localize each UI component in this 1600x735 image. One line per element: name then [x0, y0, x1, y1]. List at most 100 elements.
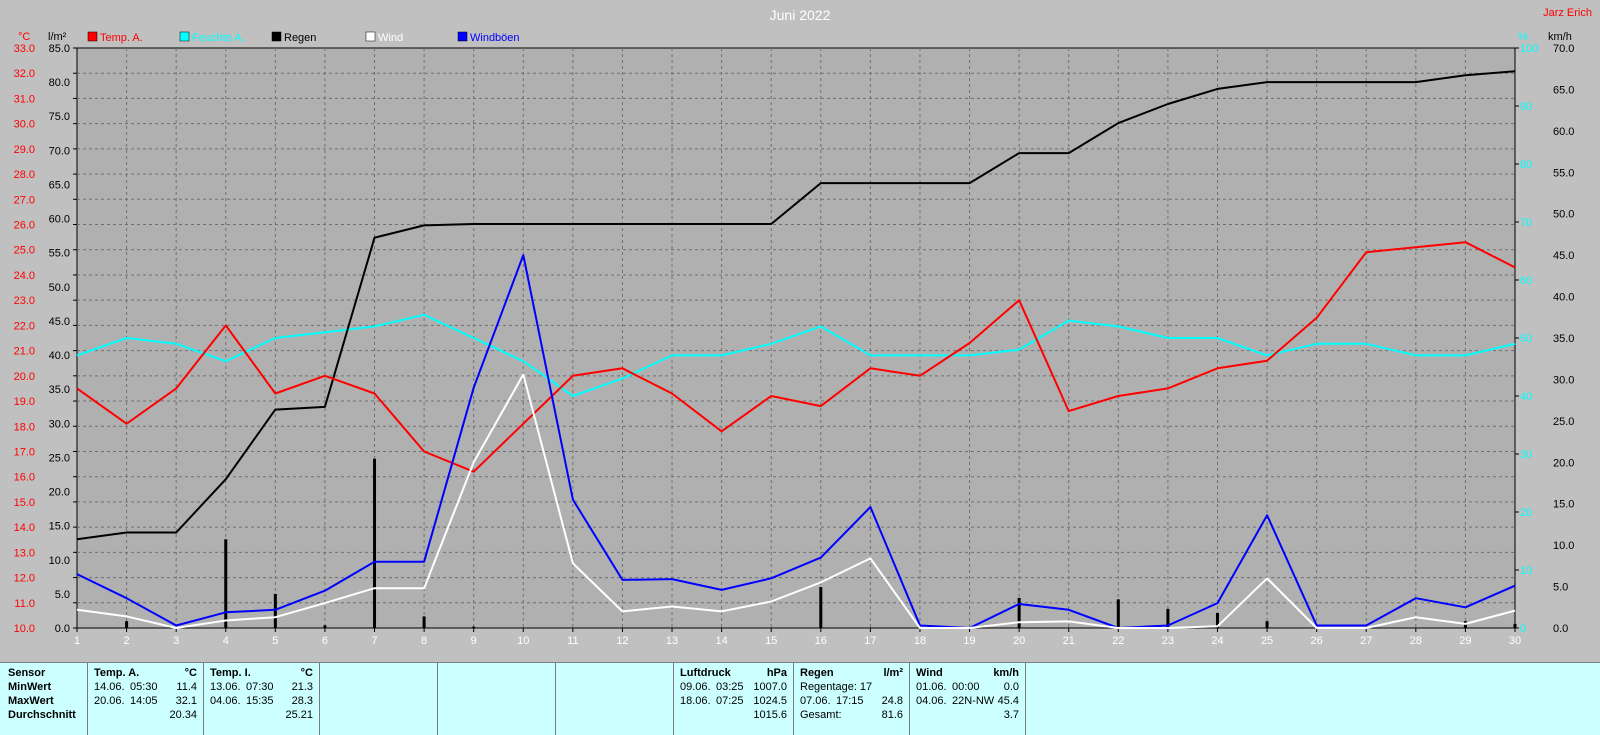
- empty-column-3: [556, 663, 674, 735]
- rain-unit-label: l/m²: [48, 31, 67, 43]
- temp-a-max-date: 20.06.: [94, 695, 125, 707]
- wind-tick-label: 10.0: [1553, 540, 1574, 552]
- temp-i-max-value: 28.3: [291, 695, 313, 707]
- rain-tick-label: 85.0: [49, 43, 70, 55]
- x-tick-label: 29: [1459, 635, 1471, 647]
- luftdruck-unit: hPa: [766, 667, 787, 679]
- wind-tick-label: 55.0: [1553, 167, 1574, 179]
- regen-column: Regen l/m² Regentage: 17 07.06. 17:15 24…: [794, 663, 910, 735]
- author-label: Jarz Erich: [1543, 7, 1592, 19]
- rain-tick-label: 20.0: [49, 487, 70, 499]
- series-line: [76, 373, 1516, 629]
- hum-tick-label: 90: [1520, 101, 1532, 113]
- weather-chart: 1 2 3 4 5 6 7 8 9 10 11 12 13 14 15 16 17 18 19 20 21 22 23 24 2…: [13, 7, 1592, 647]
- temp-tick-label: 19.0: [14, 396, 35, 408]
- rain-bar: [1513, 623, 1517, 628]
- temp-tick-label: 31.0: [14, 93, 35, 105]
- temp-tick-label: 12.0: [14, 573, 35, 585]
- temp-i-header: Temp. I.: [210, 667, 251, 679]
- wind-tick-label: 50.0: [1553, 209, 1574, 221]
- rain-tick-label: 25.0: [49, 452, 70, 464]
- temp-a-min-date: 14.06.: [94, 681, 125, 693]
- x-tick-label: 21: [1063, 635, 1075, 647]
- wind-tick-label: 30.0: [1553, 374, 1574, 386]
- rain-tick-label: 55.0: [49, 248, 70, 260]
- rain-tick-label: 35.0: [49, 384, 70, 396]
- legend-swatch: [179, 31, 190, 42]
- x-tick-label: 25: [1261, 635, 1273, 647]
- rain-bar: [472, 626, 476, 628]
- rain-bar: [125, 621, 129, 628]
- temp-i-max-date: 04.06.: [210, 695, 241, 707]
- rain-tick-label: 10.0: [49, 555, 70, 567]
- x-tick-label: 3: [173, 635, 179, 647]
- rain-bar: [1265, 621, 1269, 628]
- x-tick-label: 7: [371, 635, 377, 647]
- temp-tick-label: 25.0: [14, 245, 35, 257]
- luftdruck-max-date: 18.06.: [680, 695, 711, 707]
- regen-max-time: 17:15: [836, 695, 864, 707]
- wind-avg: 3.7: [1003, 709, 1019, 721]
- empty-column-2: [438, 663, 556, 735]
- temp-a-min-time: 05:30: [130, 681, 158, 693]
- rain-tick-label: 60.0: [49, 214, 70, 226]
- sensor-header: Sensor: [8, 667, 46, 679]
- x-tick-label: 10: [517, 635, 529, 647]
- x-tick-label: 27: [1360, 635, 1372, 647]
- temp-tick-label: 13.0: [14, 547, 35, 559]
- temp-tick-label: 30.0: [14, 119, 35, 131]
- rain-tick-label: 45.0: [49, 316, 70, 328]
- temp-tick-label: 14.0: [14, 522, 35, 534]
- rain-tick-label: 50.0: [49, 282, 70, 294]
- hum-tick-label: 80: [1520, 159, 1532, 171]
- wind-tick-label: 5.0: [1553, 582, 1568, 594]
- hum-tick-label: 30: [1520, 449, 1532, 461]
- luftdruck-min-date: 09.06.: [680, 681, 711, 693]
- x-tick-label: 17: [864, 635, 876, 647]
- regen-header: Regen: [800, 667, 834, 679]
- temp-tick-label: 21.0: [14, 346, 35, 358]
- luftdruck-max-time: 07:25: [716, 695, 744, 707]
- legend-label: Regen: [284, 32, 316, 44]
- wind-min-date: 01.06.: [916, 681, 947, 693]
- wind-unit-label: km/h: [1548, 31, 1572, 43]
- x-tick-label: 11: [567, 635, 578, 647]
- wind-tick-label: 15.0: [1553, 499, 1574, 511]
- rain-bar: [1166, 608, 1170, 628]
- legend-label: Windböen: [470, 32, 520, 44]
- temp-tick-label: 26.0: [14, 220, 35, 232]
- rain-bar: [224, 539, 228, 628]
- temp-a-avg: 20.34: [169, 709, 197, 721]
- x-tick-label: 15: [765, 635, 777, 647]
- luftdruck-avg: 1015.6: [753, 709, 787, 721]
- x-tick-label: 2: [124, 635, 130, 647]
- regen-days: Regentage: 17: [800, 681, 873, 693]
- wind-tick-label: 20.0: [1553, 457, 1574, 469]
- rain-tick-label: 80.0: [49, 77, 70, 89]
- temp-a-unit: °C: [184, 667, 197, 679]
- hum-tick-label: 70: [1520, 217, 1532, 229]
- temp-tick-label: 17.0: [14, 446, 35, 458]
- temp-tick-label: 33.0: [14, 43, 35, 55]
- sensor-row-avg: Durchschnitt: [8, 709, 76, 721]
- x-tick-label: 28: [1410, 635, 1422, 647]
- stats-table: Sensor MinWert MaxWert Durchschnitt Temp…: [0, 662, 1600, 735]
- temp-i-min-date: 13.06.: [210, 681, 241, 693]
- wind-tick-label: 40.0: [1553, 292, 1574, 304]
- rain-bar: [323, 625, 327, 628]
- rain-tick-label: 30.0: [49, 418, 70, 430]
- luftdruck-max-value: 1024.5: [753, 695, 787, 707]
- hum-tick-label: 20: [1520, 507, 1532, 519]
- wind-min-time: 00:00: [952, 681, 980, 693]
- rain-bar: [1017, 597, 1021, 628]
- temp-tick-label: 15.0: [14, 497, 35, 509]
- wind-max-value: 45.4: [997, 695, 1019, 707]
- x-tick-label: 1: [74, 635, 80, 647]
- temp-tick-label: 29.0: [14, 144, 35, 156]
- temp-tick-label: 28.0: [14, 169, 35, 181]
- temp-a-header: Temp. A.: [94, 667, 140, 679]
- chart-title: Juni 2022: [770, 7, 831, 23]
- series-line: [76, 70, 1516, 541]
- rain-tick-label: 40.0: [49, 350, 70, 362]
- x-tick-label: 30: [1509, 635, 1521, 647]
